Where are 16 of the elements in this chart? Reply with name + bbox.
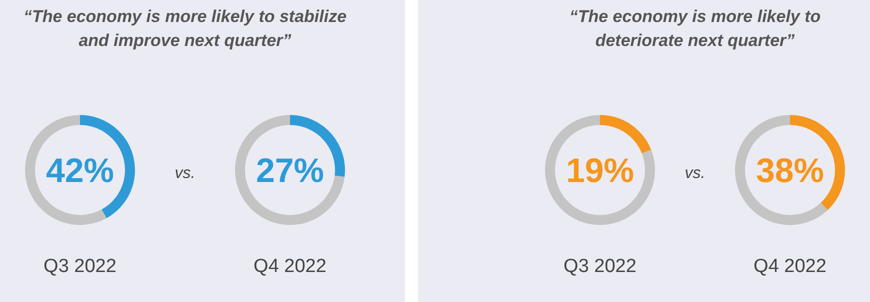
text: 38%: [756, 152, 824, 190]
text: “The economy is more likely to stabilize and improve next quarter”: [23, 7, 347, 50]
text: 27%: [256, 152, 324, 190]
text: Q3 2022: [564, 256, 636, 277]
text: Q4 2022: [754, 256, 826, 277]
text: vs.: [174, 165, 196, 182]
text: vs.: [684, 165, 706, 182]
donut-slice: [235, 115, 345, 225]
donut-slice: [600, 115, 652, 154]
donut-slice: [735, 115, 828, 225]
text: Q3 2022: [44, 256, 116, 277]
text: “The economy is more likely to deteriorate next quarter”: [569, 7, 821, 50]
donut-slice: [545, 115, 655, 225]
text: 42%: [46, 152, 114, 190]
text: Q4 2022: [254, 256, 326, 277]
text: 19%: [566, 152, 634, 190]
